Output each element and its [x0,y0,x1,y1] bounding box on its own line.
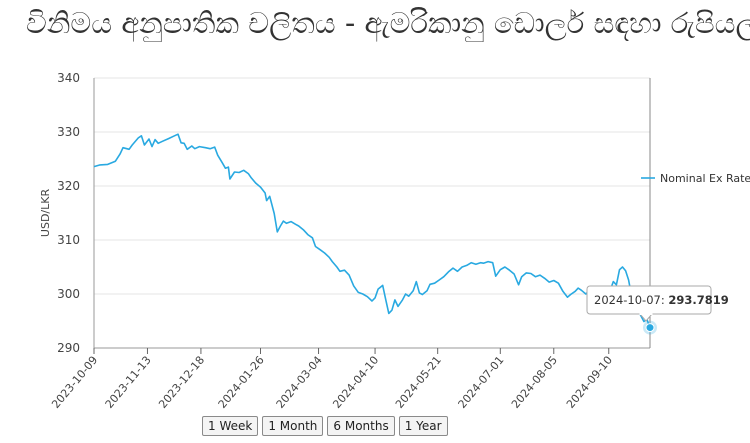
y-tick-label: 300 [57,287,80,301]
y-tick-label: 320 [57,179,80,193]
x-tick-label: 2024-05-21 [393,354,444,411]
x-tick-label: 2023-11-13 [103,354,154,411]
x-tick-label: 2024-03-04 [274,354,325,411]
chart-title: විනිමය අනුපාතික චලිතය - ඇමරිකානු ඩොලර් ස… [26,6,750,40]
y-tick-label: 310 [57,233,80,247]
x-tick-label: 2023-12-18 [156,354,207,411]
x-tick-label: 2024-04-10 [330,354,381,411]
highlight-point [645,323,655,333]
x-tick-label: 2024-08-05 [509,354,560,411]
y-tick-label: 330 [57,125,80,139]
tooltip-pointer-mask [639,312,653,315]
x-tick-label: 2024-01-26 [216,354,267,411]
tooltip-date: 2024-10-07: [594,293,668,307]
x-tick-label: 2024-09-10 [564,354,615,411]
range-1-month-button[interactable]: 1 Month [262,416,324,436]
tooltip-value: 293.7819 [668,293,728,307]
range-selector: 1 Week 1 Month 6 Months 1 Year [202,416,448,436]
y-tick-label: 290 [57,341,80,355]
legend-label: Nominal Ex Rate [660,172,750,185]
x-tick-label: 2024-07-01 [456,354,507,411]
tooltip-text: 2024-10-07: 293.7819 [594,293,729,307]
series-line-nominal-ex-rate [93,133,651,328]
range-1-week-button[interactable]: 1 Week [202,416,259,436]
range-6-months-button[interactable]: 6 Months [327,416,395,436]
range-1-year-button[interactable]: 1 Year [398,416,448,436]
x-tick-label: 2023-10-09 [49,354,100,411]
y-axis-title: USD/LKR [39,189,52,238]
y-tick-label: 340 [57,71,80,85]
